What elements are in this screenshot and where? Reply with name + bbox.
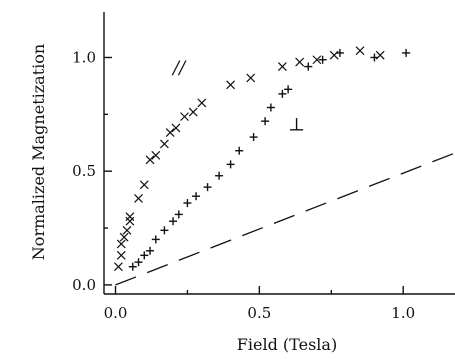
x-marker [116, 239, 126, 249]
y-tick-label: 0.0 [72, 276, 96, 294]
x-marker [145, 155, 155, 165]
dashed-line [115, 152, 455, 286]
plus-marker [284, 85, 293, 94]
x-marker [295, 57, 305, 67]
x-marker [122, 225, 132, 235]
x-marker [355, 46, 365, 56]
perpendicular-annotation: ⊥ [288, 114, 305, 135]
x-marker [159, 139, 169, 149]
plus-marker [402, 48, 411, 57]
plus-marker [174, 210, 183, 219]
chart-labels: Field (Tesla) Normalized Magnetization /… [29, 44, 337, 354]
x-marker [180, 112, 189, 122]
plus-marker [249, 133, 258, 142]
x-marker [151, 150, 161, 160]
plus-marker [146, 246, 155, 255]
plus-marker [215, 171, 224, 180]
plus-marker [160, 226, 169, 235]
dashed-reference-line [115, 152, 455, 286]
x-tick-label: 1.0 [391, 304, 415, 322]
chart-ticks: 0.0 0.5 1.0 0.0 0.5 1.0 [72, 48, 415, 322]
x-tick-label: 0.0 [104, 304, 128, 322]
plus-marker [318, 55, 327, 64]
plus-marker [235, 146, 244, 155]
plus-marker [335, 48, 344, 57]
plus-marker [370, 53, 379, 62]
plus-marker [134, 258, 143, 267]
plus-marker [203, 183, 212, 192]
y-tick-label: 1.0 [72, 48, 96, 66]
plus-marker [169, 217, 178, 226]
plus-marker [266, 103, 275, 112]
x-marker [171, 123, 181, 133]
plus-marker [140, 251, 149, 260]
x-marker [226, 80, 236, 90]
y-axis-label: Normalized Magnetization [29, 44, 48, 260]
plus-marker [261, 117, 270, 126]
x-marker [277, 62, 287, 72]
plus-marker [183, 199, 192, 208]
x-tick-label: 0.5 [247, 304, 271, 322]
plus-marker [151, 235, 160, 244]
chart-axes [103, 12, 455, 295]
y-tick-label: 0.5 [72, 162, 96, 180]
x-marker [113, 262, 123, 272]
x-marker [116, 250, 126, 260]
plus-marker [192, 192, 201, 201]
data-markers [113, 46, 411, 272]
x-marker [188, 107, 198, 117]
x-marker [165, 128, 175, 137]
x-marker [125, 212, 135, 222]
x-marker [134, 194, 143, 203]
parallel-annotation: // [171, 57, 187, 78]
x-marker [197, 98, 207, 108]
plus-marker [278, 89, 287, 98]
x-marker [119, 232, 129, 242]
x-marker [125, 216, 135, 226]
x-marker [139, 180, 149, 190]
plus-marker [128, 262, 137, 271]
plus-marker [226, 160, 235, 169]
x-axis-label: Field (Tesla) [237, 335, 337, 354]
x-marker [246, 73, 256, 83]
plus-marker [304, 62, 313, 71]
x-marker [312, 55, 322, 65]
